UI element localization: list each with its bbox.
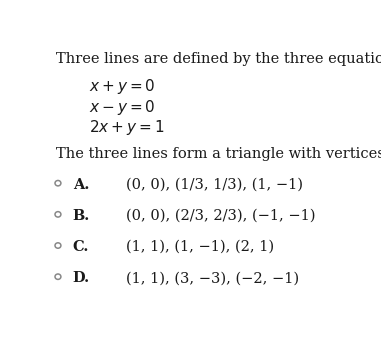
Text: (1, 1), (1, −1), (2, 1): (1, 1), (1, −1), (2, 1) [126,240,274,254]
Text: B.: B. [73,209,90,223]
Text: $\mathit{x} + \mathit{y} = 0$: $\mathit{x} + \mathit{y} = 0$ [89,77,155,96]
Text: (1, 1), (3, −3), (−2, −1): (1, 1), (3, −3), (−2, −1) [126,271,299,285]
Text: The three lines form a triangle with vertices at:: The three lines form a triangle with ver… [56,146,381,161]
Text: (0, 0), (1/3, 1/3), (1, −1): (0, 0), (1/3, 1/3), (1, −1) [126,178,303,192]
Text: (0, 0), (2/3, 2/3), (−1, −1): (0, 0), (2/3, 2/3), (−1, −1) [126,209,315,223]
Text: $2\mathit{x} + \mathit{y} = 1$: $2\mathit{x} + \mathit{y} = 1$ [89,118,165,137]
Text: C.: C. [73,240,89,254]
Text: D.: D. [73,271,90,285]
Text: A.: A. [73,178,89,192]
Text: $\mathit{x} - \mathit{y} = 0$: $\mathit{x} - \mathit{y} = 0$ [89,98,155,117]
Text: Three lines are defined by the three equations:: Three lines are defined by the three equ… [56,52,381,66]
